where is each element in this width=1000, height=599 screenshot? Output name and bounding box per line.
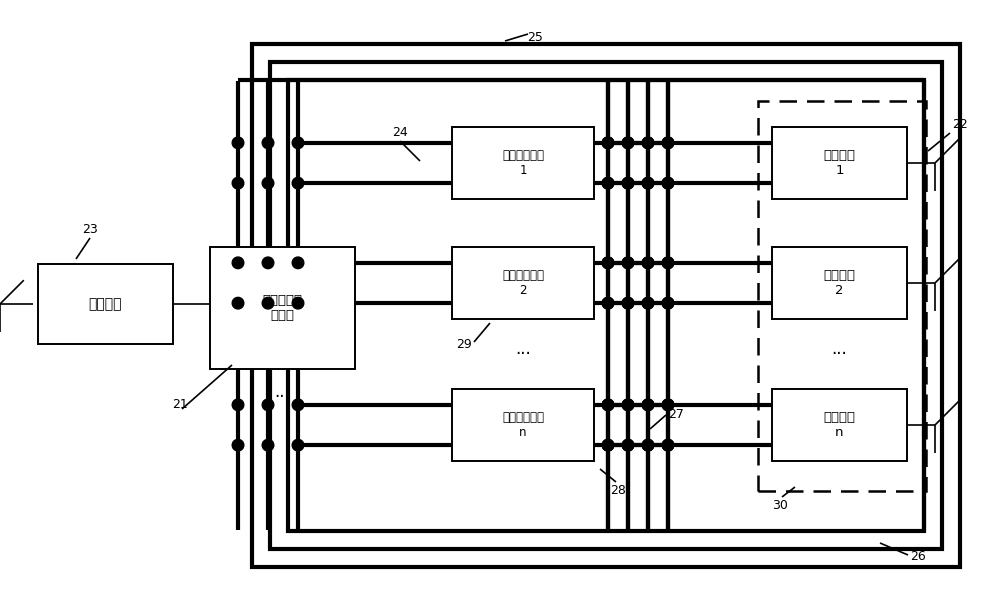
Circle shape [602,297,614,309]
Text: 30: 30 [772,499,788,512]
Circle shape [262,257,274,268]
Text: 23: 23 [82,223,98,236]
Circle shape [292,137,304,149]
Circle shape [642,297,654,309]
Circle shape [662,137,674,149]
Text: 地址选择单元
n: 地址选择单元 n [502,411,544,439]
Circle shape [642,399,654,411]
Circle shape [602,399,614,411]
Text: 22: 22 [952,118,968,131]
Circle shape [642,177,654,189]
Circle shape [662,177,674,189]
Circle shape [642,137,654,149]
Circle shape [232,257,244,268]
Bar [288,80,924,531]
Circle shape [602,439,614,451]
Bar [452,389,594,461]
Circle shape [602,137,614,149]
Text: 接收单元
1: 接收单元 1 [824,149,856,177]
Text: ···: ··· [832,345,847,363]
Circle shape [602,177,614,189]
Circle shape [622,257,634,268]
Text: 21: 21 [172,398,188,411]
Circle shape [292,399,304,411]
Circle shape [642,297,654,309]
Circle shape [642,439,654,451]
Circle shape [642,177,654,189]
Bar [38,264,173,344]
Text: 发射单元: 发射单元 [89,297,122,311]
Bar [270,62,942,549]
Circle shape [642,137,654,149]
Circle shape [622,137,634,149]
Circle shape [602,399,614,411]
Text: ···: ··· [515,345,531,363]
Circle shape [602,257,614,268]
Circle shape [232,399,244,411]
Circle shape [622,137,634,149]
Text: 26: 26 [910,550,926,564]
Circle shape [622,177,634,189]
Text: 接收单元
n: 接收单元 n [824,411,856,439]
Circle shape [662,297,674,309]
Circle shape [622,399,634,411]
Circle shape [642,399,654,411]
Text: 接收单元
2: 接收单元 2 [824,269,856,297]
Circle shape [662,177,674,189]
Text: 地址选择单元
2: 地址选择单元 2 [502,269,544,297]
Circle shape [662,399,674,411]
Circle shape [262,297,274,309]
Bar [758,101,926,491]
Circle shape [232,177,244,189]
Circle shape [662,297,674,309]
Text: 29: 29 [456,337,472,350]
Text: 28: 28 [610,484,626,497]
Bar [452,247,594,319]
Circle shape [622,439,634,451]
Circle shape [262,439,274,451]
Bar [452,127,594,199]
Circle shape [262,177,274,189]
Circle shape [622,177,634,189]
Bar [772,247,907,319]
Text: 地址选择单元
1: 地址选择单元 1 [502,149,544,177]
Bar [252,44,960,567]
Bar [772,127,907,199]
Bar [210,247,355,369]
Circle shape [292,297,304,309]
Text: ···: ··· [275,388,290,406]
Circle shape [232,137,244,149]
Circle shape [622,257,634,268]
Circle shape [232,297,244,309]
Text: 24: 24 [392,126,408,139]
Circle shape [642,257,654,268]
Circle shape [602,257,614,268]
Bar [772,389,907,461]
Circle shape [262,399,274,411]
Text: 中央协调处
理单元: 中央协调处 理单元 [262,294,302,322]
Circle shape [292,257,304,268]
Circle shape [602,297,614,309]
Circle shape [292,439,304,451]
Circle shape [262,137,274,149]
Circle shape [232,439,244,451]
Circle shape [642,257,654,268]
Circle shape [602,177,614,189]
Text: 27: 27 [668,407,684,420]
Circle shape [602,439,614,451]
Circle shape [662,137,674,149]
Circle shape [662,439,674,451]
Circle shape [662,399,674,411]
Text: 25: 25 [527,31,543,44]
Circle shape [662,257,674,268]
Circle shape [602,137,614,149]
Circle shape [292,177,304,189]
Circle shape [622,439,634,451]
Circle shape [622,297,634,309]
Circle shape [662,257,674,268]
Circle shape [662,439,674,451]
Circle shape [622,399,634,411]
Circle shape [642,439,654,451]
Circle shape [622,297,634,309]
